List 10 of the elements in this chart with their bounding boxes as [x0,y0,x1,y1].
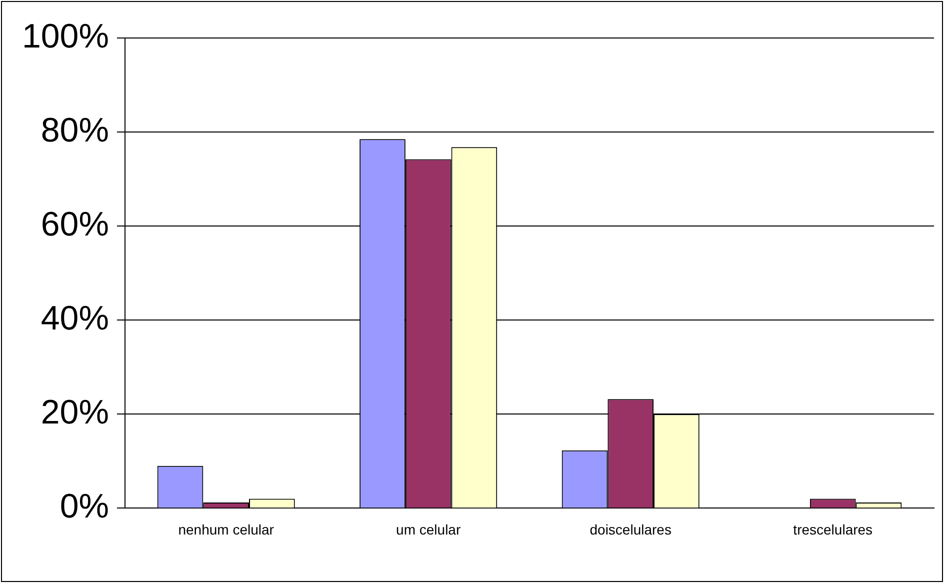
y-tick-label: 0% [60,488,109,526]
y-tick-label: 60% [40,205,109,244]
x-tick-label: nenhum celular [178,521,274,538]
y-tick-label: 40% [40,299,109,338]
x-tick-label: doiscelulares [590,521,672,538]
y-tick-label: 80% [40,111,109,150]
x-tick-label: um celular [396,521,461,538]
y-tick-label: 20% [40,394,109,432]
y-tick-label: 100% [22,17,109,56]
x-tick-label: trescelulares [793,521,873,538]
